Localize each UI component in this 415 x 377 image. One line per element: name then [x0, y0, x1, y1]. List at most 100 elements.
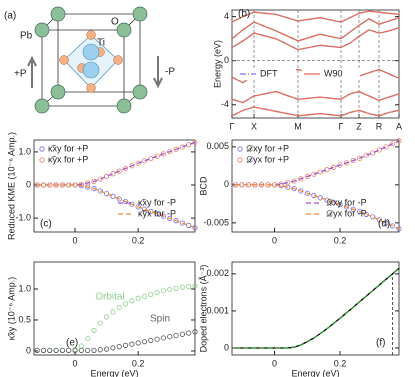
data-point: [186, 142, 192, 148]
data-point: [34, 347, 40, 353]
o-atom: [86, 83, 96, 93]
octahedron: [63, 34, 119, 89]
data-point: [110, 309, 116, 315]
data-point: [363, 152, 369, 158]
pb-atom: [132, 6, 148, 22]
y-axis-label: Reduced KME (10⁻⁶ Amp.): [6, 132, 16, 240]
y-tick-label: 0.001: [206, 305, 229, 315]
o-atom: [86, 30, 96, 40]
data-point: [91, 327, 97, 334]
data-point: [135, 160, 141, 166]
data-point: [337, 162, 343, 168]
legend-label: κ̃xy for -P: [138, 197, 176, 207]
pb-atom: [132, 84, 148, 100]
data-point: [173, 218, 179, 224]
y-tick-label: 0.002: [206, 268, 229, 278]
y-tick-label: 0: [26, 345, 31, 355]
x-tick-label: Γ: [339, 121, 344, 131]
data-point: [116, 196, 122, 202]
y-axis-label: BCD: [198, 176, 208, 196]
data-point: [167, 334, 173, 340]
data-point: [179, 284, 185, 290]
data-point: [47, 347, 53, 353]
data-point: [148, 291, 154, 298]
legend-label: 𝒟yx for -P: [326, 208, 367, 218]
up-arrow: [27, 55, 37, 88]
data-point: [66, 347, 72, 353]
data-point: [97, 347, 103, 353]
data-point: [370, 214, 376, 220]
y-tick-label: 0.005: [206, 141, 229, 151]
data-point: [186, 330, 192, 336]
data-point: [104, 191, 110, 197]
x-tick-label: 0.2: [334, 358, 347, 368]
atom-label: Pb: [20, 31, 33, 42]
y-tick-label: 0: [26, 179, 31, 189]
data-point: [383, 144, 389, 150]
data-point: [167, 286, 173, 293]
data-point: [97, 188, 103, 194]
x-axis-label: Energy (eV): [90, 368, 138, 377]
x-tick-label: 0.2: [132, 358, 145, 368]
data-point: [148, 337, 154, 344]
legend-label: W90: [324, 68, 343, 78]
data-point: [317, 195, 324, 201]
legend-label: κ̃xy for +P: [48, 143, 88, 153]
line: [231, 90, 400, 104]
legend-label: 𝒟yx for +P: [246, 154, 289, 164]
data-point: [141, 206, 148, 212]
data-point: [376, 147, 382, 153]
legend-marker: [237, 146, 243, 152]
data-point: [304, 173, 310, 180]
data-point: [383, 220, 389, 226]
data-point: [376, 217, 382, 223]
data-point: [179, 331, 185, 337]
plot-frame: [33, 139, 196, 233]
data-point: [330, 199, 337, 205]
x-tick-label: M: [294, 121, 302, 131]
y-tick-label: 0: [224, 179, 229, 189]
o-atom: [59, 55, 69, 65]
data-point: [154, 153, 160, 159]
data-point: [311, 171, 317, 177]
data-point: [135, 295, 141, 301]
y-axis-label: Energy (eV): [212, 40, 222, 88]
data-point: [141, 293, 148, 300]
pb-atom: [116, 98, 132, 114]
data-point: [110, 345, 116, 351]
data-point: [154, 290, 160, 296]
data-point: [160, 213, 167, 219]
line: [231, 106, 400, 117]
panel-label: (d): [378, 219, 390, 230]
data-point: [370, 150, 376, 156]
x-tick-label: 0.2: [334, 235, 347, 245]
data-point: [167, 148, 173, 155]
x-tick-label: Z: [356, 121, 362, 131]
plot-frame: [231, 261, 400, 356]
data-point: [116, 304, 122, 311]
legend-marker: [237, 157, 243, 163]
data-point: [160, 335, 167, 341]
y-tick-label: -1.0: [15, 212, 31, 222]
x-tick-label: 0: [73, 358, 78, 368]
data-point: [148, 208, 154, 215]
x-axis-label: Energy (eV): [291, 368, 339, 377]
data-point: [186, 222, 192, 228]
x-tick-label: 0.2: [132, 235, 145, 245]
data-point: [179, 144, 185, 150]
panel-label: (f): [376, 338, 385, 349]
data-point: [110, 171, 116, 177]
legend-label: κ̃yx for -P: [138, 208, 176, 218]
legend-label: 𝒟xy for +P: [246, 143, 289, 153]
data-point: [337, 202, 343, 208]
data-point: [186, 283, 192, 290]
data-point: [104, 314, 110, 320]
panel-label: (c): [40, 219, 52, 230]
legend-label: 𝒟xy for -P: [326, 197, 367, 207]
x-tick-label: A: [396, 121, 402, 131]
pb-atom: [34, 98, 50, 114]
data-point: [116, 168, 122, 174]
data-point: [122, 301, 129, 307]
data-point: [91, 347, 97, 353]
data-point: [116, 344, 122, 350]
